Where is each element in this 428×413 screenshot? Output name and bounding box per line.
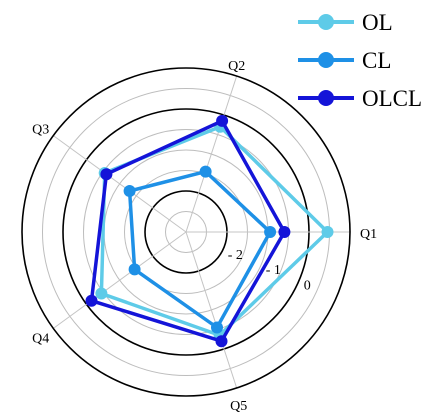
legend-label: OLCL xyxy=(362,86,422,111)
legend-item-cl: CL xyxy=(298,48,391,73)
legend-item-olcl: OLCL xyxy=(298,86,422,111)
radial-tick-label: - 2 xyxy=(228,248,243,263)
series-line xyxy=(127,169,273,331)
data-point xyxy=(123,185,136,197)
legend-label: OL xyxy=(362,10,393,35)
legend-label: CL xyxy=(362,48,391,73)
data-point xyxy=(85,294,98,307)
legend-marker xyxy=(318,90,334,106)
outer-circle xyxy=(21,67,351,397)
legend-marker xyxy=(318,52,334,68)
spoke-line xyxy=(53,135,187,233)
category-label-q1: Q1 xyxy=(360,227,377,242)
category-label-q3: Q3 xyxy=(32,123,49,138)
spoke-line xyxy=(185,231,238,389)
data-point xyxy=(321,226,334,238)
series-line xyxy=(99,124,331,338)
category-label-q5: Q5 xyxy=(230,399,247,413)
radial-grid xyxy=(21,67,351,397)
series-layer xyxy=(85,114,334,348)
legend-marker xyxy=(318,14,334,30)
series-line xyxy=(89,118,287,344)
category-label-q2: Q2 xyxy=(228,59,245,74)
category-label-q4: Q4 xyxy=(32,331,49,346)
legend-item-ol: OL xyxy=(298,10,393,35)
series-olcl xyxy=(85,114,291,348)
spoke-line xyxy=(185,75,238,233)
data-point xyxy=(199,165,212,178)
data-point xyxy=(100,168,113,181)
data-point xyxy=(278,226,291,238)
spoke-line xyxy=(53,231,187,329)
data-point xyxy=(95,287,108,300)
radial-tick-label: - 1 xyxy=(266,263,281,278)
data-point xyxy=(216,114,229,127)
data-point xyxy=(211,321,223,334)
data-point xyxy=(128,263,141,276)
data-point xyxy=(264,226,277,238)
label-layer: Q1 Q2 Q3 Q4 Q5 - 2 - 1 0 xyxy=(32,59,377,413)
radial-tick-label: 0 xyxy=(304,279,311,294)
series-cl xyxy=(123,165,277,334)
data-point xyxy=(215,335,228,348)
